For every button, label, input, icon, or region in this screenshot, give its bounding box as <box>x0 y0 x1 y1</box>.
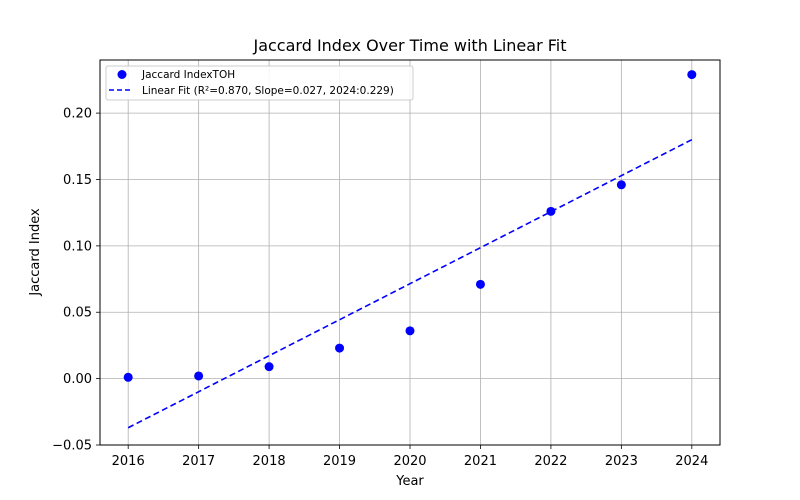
data-point <box>405 326 415 336</box>
legend: Jaccard IndexTOH Linear Fit (R²=0.870, S… <box>105 65 414 101</box>
data-point <box>687 70 697 80</box>
fit-line-group <box>127 138 693 429</box>
x-tick-label: 2021 <box>464 454 497 469</box>
y-tick-label: 0.00 <box>63 372 92 387</box>
x-tick-label: 2018 <box>253 454 286 469</box>
x-tick-label: 2020 <box>393 454 426 469</box>
data-point <box>546 206 556 216</box>
x-tick-label: 2019 <box>323 454 356 469</box>
y-axis-label: Jaccard Index <box>28 208 43 297</box>
data-point <box>616 180 626 190</box>
x-tick-label: 2016 <box>112 454 145 469</box>
y-tick-label: −0.05 <box>52 439 92 454</box>
y-tick-label: 0.10 <box>63 239 92 254</box>
x-tick-label: 2022 <box>534 454 567 469</box>
x-axis-ticks: 2016 2017 2018 2019 2020 2021 2022 2023 2024 <box>112 445 708 469</box>
legend-label-scatter: Jaccard IndexTOH <box>141 69 235 81</box>
data-point <box>123 372 133 382</box>
data-points <box>123 70 697 382</box>
y-tick-label: 0.20 <box>63 107 92 122</box>
linear-fit-line <box>127 138 693 429</box>
y-tick-label: 0.15 <box>63 173 92 188</box>
data-point <box>194 371 204 381</box>
x-axis-label: Year <box>395 474 424 489</box>
data-point <box>264 362 274 372</box>
legend-label-fit-line: Linear Fit (R²=0.870, Slope=0.027, 2024:… <box>142 85 394 97</box>
chart-title: Jaccard Index Over Time with Linear Fit <box>252 36 566 55</box>
x-tick-label: 2017 <box>182 454 215 469</box>
legend-marker-scatter <box>117 70 127 79</box>
data-point <box>335 343 345 353</box>
x-tick-label: 2024 <box>675 454 708 469</box>
x-tick-label: 2023 <box>605 454 638 469</box>
data-point <box>475 279 485 289</box>
legend-box <box>105 65 414 101</box>
y-tick-label: 0.05 <box>63 306 92 321</box>
y-axis-ticks: −0.05 0.00 0.05 0.10 0.15 0.20 <box>52 107 100 454</box>
